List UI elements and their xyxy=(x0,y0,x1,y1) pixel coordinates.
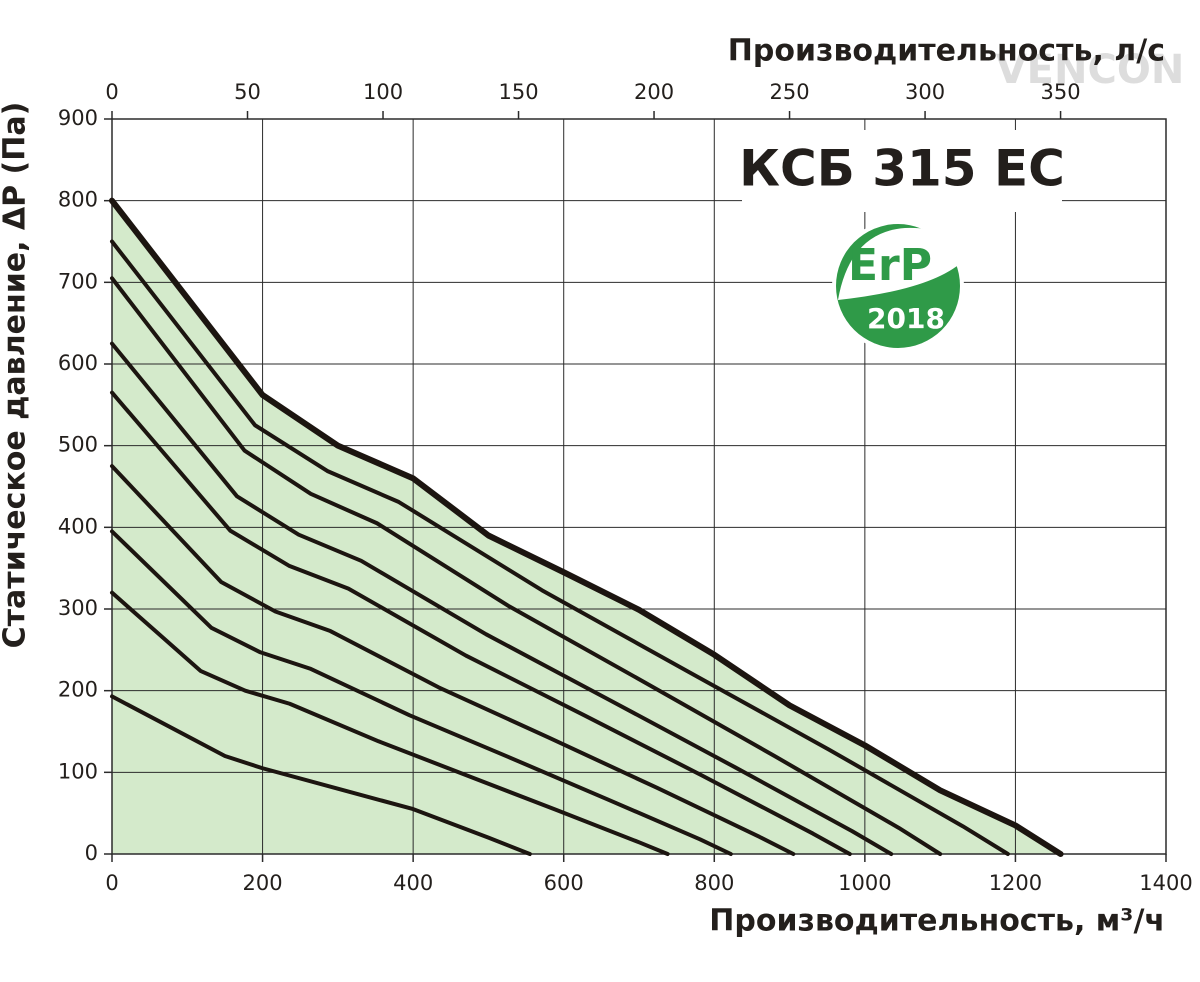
x-tick-label: 600 xyxy=(544,871,584,895)
chart-title: КСБ 315 ЕС xyxy=(739,140,1065,198)
y-tick-label: 200 xyxy=(58,678,98,702)
y-tick-label: 400 xyxy=(58,514,98,538)
x-tick-label: 1400 xyxy=(1139,871,1192,895)
curve xyxy=(110,694,532,856)
y-tick-label: 900 xyxy=(58,106,98,130)
x2-tick-label: 100 xyxy=(363,80,403,104)
curve xyxy=(110,464,796,856)
x-tick-label: 400 xyxy=(393,871,433,895)
curve xyxy=(110,390,852,856)
x2-tick-label: 300 xyxy=(905,80,945,104)
y-tick-label: 0 xyxy=(85,841,98,865)
x-tick-label: 1000 xyxy=(838,871,891,895)
x2-tick-label: 200 xyxy=(634,80,674,104)
badge-swoosh xyxy=(838,227,962,300)
y-tick-label: 500 xyxy=(58,433,98,457)
y-tick-label: 300 xyxy=(58,596,98,620)
y-tick-label: 700 xyxy=(58,269,98,293)
y-tick-label: 800 xyxy=(58,188,98,212)
y-axis-title: Статическое давление, ΔP (Па) xyxy=(0,102,33,649)
x2-axis-title: Производительность, л/с xyxy=(728,34,1165,69)
x2-tick-label: 150 xyxy=(498,80,538,104)
x-tick-label: 200 xyxy=(243,871,283,895)
y-tick-label: 600 xyxy=(58,351,98,375)
plot-frame xyxy=(111,118,1167,855)
x-tick-label: 800 xyxy=(694,871,734,895)
badge-label: ErP xyxy=(848,240,932,291)
y-tick-label: 100 xyxy=(58,759,98,783)
x-tick-label: 0 xyxy=(105,871,118,895)
title-box xyxy=(742,130,1062,212)
badge-year: 2018 xyxy=(867,302,945,335)
x2-tick-label: 50 xyxy=(234,80,261,104)
curve xyxy=(109,197,1064,857)
x2-tick-label: 250 xyxy=(770,80,810,104)
x2-tick-label: 0 xyxy=(105,80,118,104)
x-axis-title: Производительность, м³/ч xyxy=(709,904,1165,939)
curve xyxy=(110,341,894,856)
curve xyxy=(110,239,1010,856)
x2-tick-label: 350 xyxy=(1041,80,1081,104)
x-tick-label: 1200 xyxy=(989,871,1042,895)
curve xyxy=(110,590,670,856)
curve xyxy=(110,276,943,856)
watermark: VENCON xyxy=(996,47,1185,93)
curve xyxy=(110,529,733,856)
